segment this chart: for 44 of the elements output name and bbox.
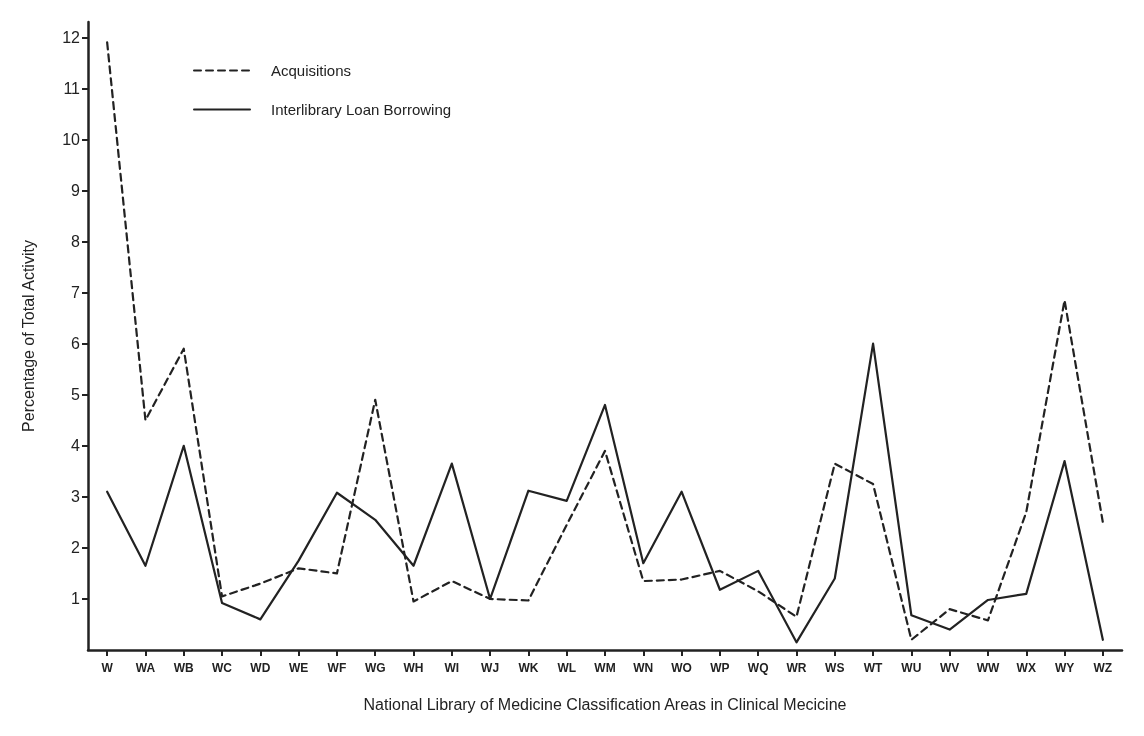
x-tick-label: WG xyxy=(364,661,386,675)
y-tick-label: 11 xyxy=(63,79,81,97)
x-tick-label: WD xyxy=(250,661,271,675)
x-tick-label: WU xyxy=(901,661,922,675)
x-tick-label: WT xyxy=(863,661,884,675)
x-tick-label: WV xyxy=(939,661,960,675)
y-tick-label: 2 xyxy=(71,539,81,557)
x-tick-label: WC xyxy=(212,661,233,675)
x-tick-label: WX xyxy=(1016,661,1036,675)
y-tick-label: 9 xyxy=(71,181,81,199)
x-tick-label: WW xyxy=(976,661,1000,675)
legend-label: Interlibrary Loan Borrowing xyxy=(271,101,452,118)
x-tick-label: WM xyxy=(594,661,616,675)
y-tick-label: 12 xyxy=(62,28,81,46)
x-tick-label: WI xyxy=(444,661,460,675)
line-series xyxy=(106,41,1104,641)
y-tick-label: 6 xyxy=(71,335,81,353)
x-tick-label: WA xyxy=(135,661,156,675)
y-tick-label: 7 xyxy=(71,284,81,302)
x-tick-label: WZ xyxy=(1093,661,1113,675)
x-tick-label: WS xyxy=(825,661,845,675)
x-axis-title: National Library of Medicine Classification Areas in Clinical Mecicine xyxy=(363,695,847,713)
x-tick-label: WR xyxy=(786,661,807,675)
x-tick-label: WQ xyxy=(747,661,769,675)
x-tick-label: WL xyxy=(557,661,577,675)
y-tick-label: 4 xyxy=(71,437,81,455)
x-tick-label: WF xyxy=(327,661,347,675)
x-tick-label: WP xyxy=(710,661,730,675)
y-axis-title: Percentage of Total Activity xyxy=(19,240,37,432)
x-tick-label: WJ xyxy=(481,661,500,675)
x-tick-label: WK xyxy=(518,661,539,675)
y-tick-label: 10 xyxy=(62,130,81,148)
x-tick-label: W xyxy=(101,661,114,675)
x-tick-label: WB xyxy=(173,661,195,675)
x-tick-label: WH xyxy=(403,661,424,675)
legend-label: Acquisitions xyxy=(271,62,352,79)
x-tick-label: WN xyxy=(633,661,654,675)
y-tick-label: 8 xyxy=(71,233,81,251)
x-tick-label: WY xyxy=(1054,661,1075,675)
y-tick-label: 1 xyxy=(71,590,81,608)
y-tick-label: 3 xyxy=(71,488,81,506)
x-tick-label: WO xyxy=(671,661,692,675)
y-tick-label: 5 xyxy=(71,386,81,404)
x-tick-label: WE xyxy=(288,661,309,675)
